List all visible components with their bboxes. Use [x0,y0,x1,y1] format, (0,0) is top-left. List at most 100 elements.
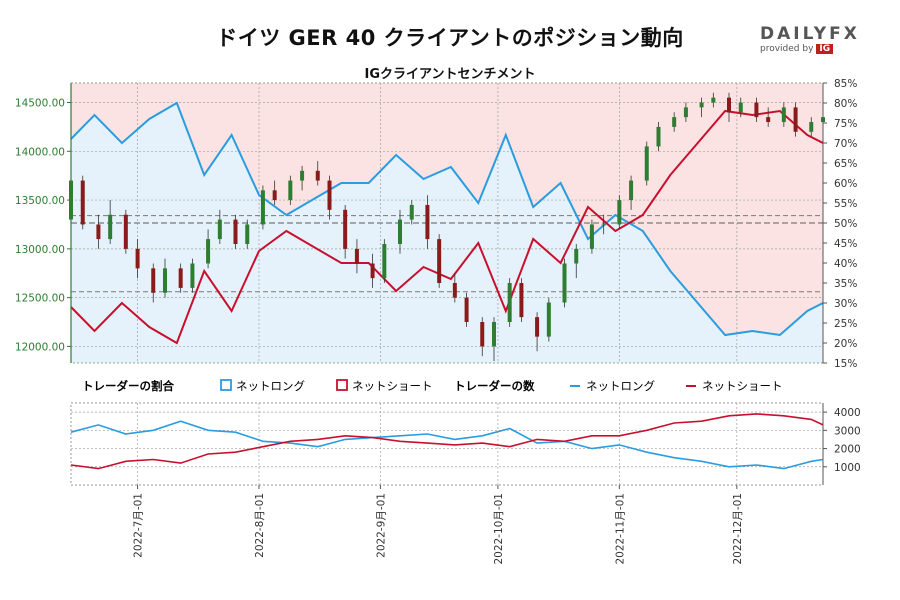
date-tick-label: 2022-11月-01 [614,493,626,565]
candle-body [178,268,183,288]
percent-tick-label: 60% [834,178,857,190]
candle-body [480,322,485,347]
candle-body [343,209,348,249]
candle-body [809,122,814,132]
candle-body [656,126,661,147]
candle-body [452,283,457,298]
candle-body [644,146,649,181]
candle-body [699,102,704,108]
price-tick-label: 12500.00 [15,293,65,305]
legend-count-title: トレーダーの数 [454,379,535,393]
short-area-fill [71,83,823,335]
candle-body [793,107,798,132]
date-tick-label: 2022-10月-01 [493,493,505,565]
candle-body [589,224,594,249]
candle-body [781,107,786,123]
percent-tick-label: 35% [834,278,857,290]
price-tick-label: 13500.00 [15,195,65,207]
candle-body [617,200,622,225]
net-short-line [70,109,824,345]
legend-long-label: ネットロング [236,379,305,393]
count-long-line [70,420,824,470]
candle-body [163,268,167,293]
net-long-line [70,101,824,337]
brand-logo: DAILYFX provided by IG [760,24,870,54]
legend-short-box [336,379,348,391]
count-tick-label: 4000 [834,407,861,419]
candle-body [327,180,332,210]
candle-body [151,268,156,293]
candle-body [519,283,524,318]
candle-body [601,224,606,226]
candle-body [245,224,250,244]
candle-body [409,204,414,220]
percent-tick-label: 70% [834,138,857,150]
date-tick-label: 2022-8月-01 [254,493,266,558]
candle-body [437,239,442,283]
long-area-fill [71,103,823,363]
count-tick-label: 3000 [834,425,861,437]
price-tick-label: 14000.00 [15,146,65,158]
date-tick-label: 2022-12月-01 [732,493,744,565]
brand-ig-badge: IG [816,44,834,54]
percent-tick-label: 80% [834,98,857,110]
candle-body [135,248,140,269]
candle-body [672,117,677,127]
price-tick-label: 13000.00 [15,244,65,256]
percent-tick-label: 20% [834,338,857,350]
candle-body [562,263,567,303]
percent-tick-label: 25% [834,318,857,330]
candle-body [288,180,293,201]
candle-body [370,263,375,279]
candle-body [507,283,512,323]
candle-body [398,219,402,244]
candle-body [492,322,496,347]
candle-body [300,170,305,181]
legend-short-label: ネットショート [352,379,433,393]
percent-tick-label: 15% [834,358,857,370]
candle-body [190,263,195,288]
candle-body [629,180,634,201]
candle-body [711,97,716,103]
percent-tick-label: 50% [834,218,857,230]
candle-body [754,102,759,118]
candle-body [683,107,688,118]
percent-tick-label: 75% [834,118,857,130]
percent-tick-label: 65% [834,158,857,170]
legend-ratio-title: トレーダーの割合 [82,379,174,393]
count-short-line [70,413,824,470]
candle-body [546,302,551,337]
candle-body [535,317,540,337]
chart-title: ドイツ GER 40 クライアントのポジション動向 [216,26,684,50]
candle-body [354,248,359,264]
candle-body [80,180,85,225]
price-tick-label: 12000.00 [15,341,65,353]
date-tick-label: 2022-7月-01 [133,493,145,558]
date-tick-label: 2022-9月-01 [375,493,387,558]
percent-tick-label: 45% [834,238,857,250]
candle-body [272,190,277,201]
percent-tick-label: 85% [834,78,857,90]
price-tick-label: 14500.00 [15,98,65,110]
legend-count-short-label: ネットショート [702,379,783,393]
percent-tick-label: 55% [834,198,857,210]
candle-body [315,170,320,181]
candle-body [233,219,238,244]
legend-long-box [220,379,232,391]
candle-body [766,117,771,123]
candle-body [382,243,387,279]
candle-body [206,239,211,264]
percent-tick-label: 40% [834,258,857,270]
legend-count-long-label: ネットロング [586,379,655,393]
brand-by-text: provided by [760,44,814,54]
candle-body [574,248,579,264]
brand-provider: provided by IG [760,44,870,54]
candle-body [96,224,101,240]
candle-body [464,297,469,323]
chart-subtitle: IGクライアントセンチメント [364,67,536,82]
candle-body [217,219,222,240]
brand-name: DAILYFX [760,24,860,44]
count-tick-label: 1000 [834,462,861,474]
